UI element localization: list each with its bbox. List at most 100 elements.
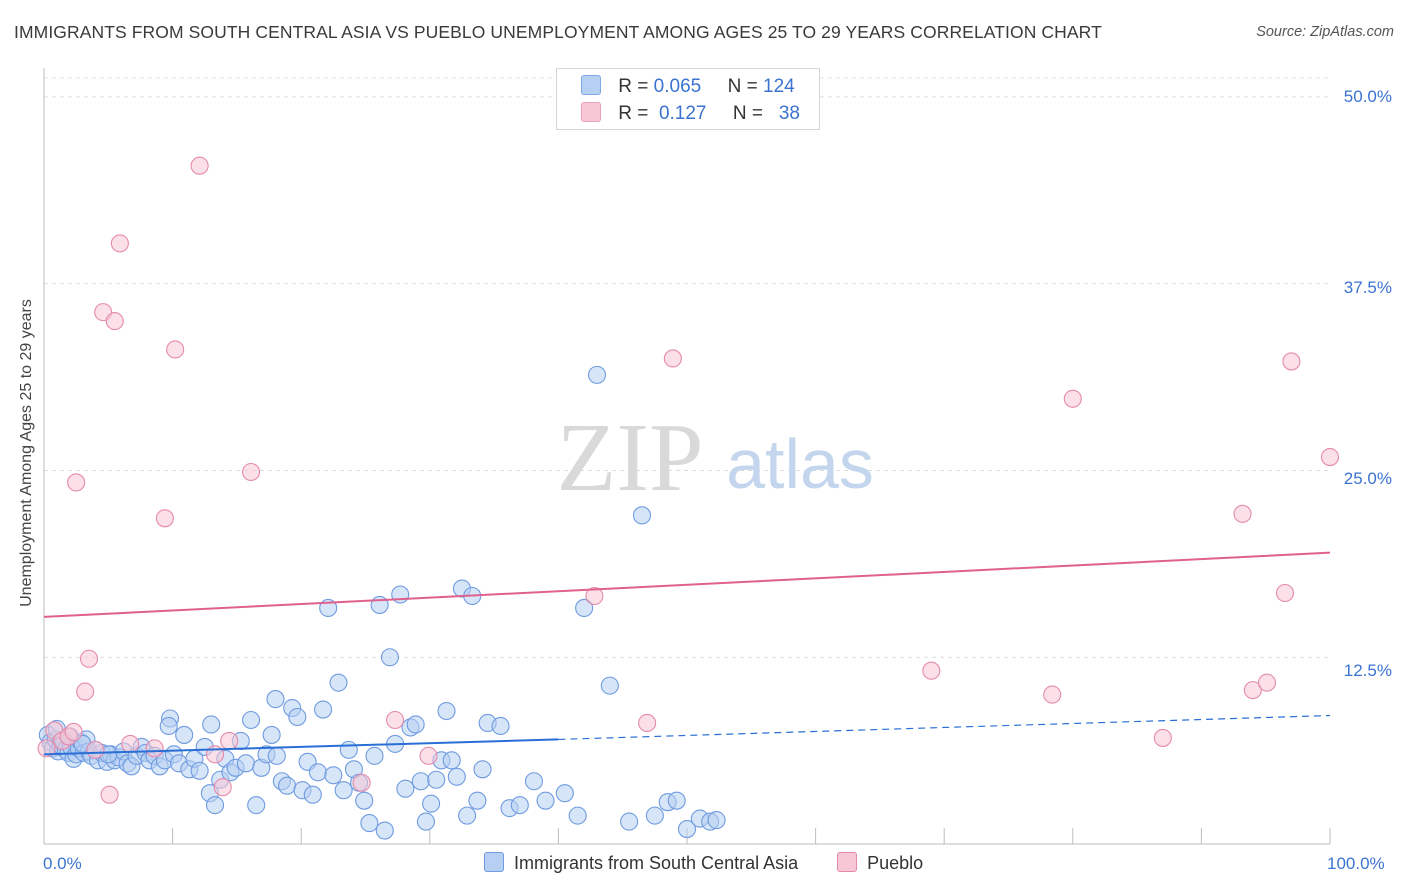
- data-point: [190, 761, 209, 780]
- data-point: [324, 766, 343, 785]
- watermark-zip: ZIP: [557, 404, 704, 512]
- legend-label: Pueblo: [867, 853, 924, 873]
- trend-lines: [43, 551, 1331, 756]
- data-point: [575, 598, 594, 617]
- data-point: [105, 312, 124, 331]
- data-point: [468, 791, 487, 810]
- data-point: [427, 770, 446, 789]
- data-point: [166, 340, 185, 359]
- data-point: [585, 586, 604, 606]
- data-point: [267, 746, 286, 765]
- y-tick-label: 12.5%: [1343, 661, 1392, 680]
- legend-swatch-blue: [484, 852, 504, 872]
- data-point: [355, 791, 374, 810]
- series-legend: Immigrants from South Central Asia Puebl…: [484, 852, 957, 874]
- legend-n-label: N =: [727, 76, 758, 97]
- data-point: [329, 673, 348, 692]
- data-point: [1063, 389, 1082, 408]
- watermark-atlas: atlas: [726, 425, 874, 503]
- trend-line-dashed: [558, 714, 1331, 741]
- data-point: [555, 784, 574, 803]
- data-point: [288, 707, 307, 727]
- data-point: [667, 791, 686, 810]
- data-point: [205, 796, 225, 815]
- data-point: [110, 234, 129, 253]
- data-point: [202, 715, 221, 734]
- data-point: [1153, 728, 1172, 747]
- data-point: [422, 794, 441, 813]
- legend-label: Immigrants from South Central Asia: [514, 853, 799, 873]
- legend-r-value: 0.065: [653, 76, 702, 97]
- data-point: [145, 739, 164, 758]
- data-point: [278, 776, 297, 795]
- legend-r-label: R =: [618, 103, 649, 124]
- legend-swatch-pink: [837, 852, 858, 872]
- trend-line-solid: [43, 551, 1331, 618]
- data-point: [64, 722, 83, 742]
- data-point: [473, 760, 492, 779]
- y-tick-label: 37.5%: [1343, 278, 1392, 297]
- data-point: [1282, 352, 1301, 371]
- data-point: [375, 821, 394, 840]
- correlation-legend: R = 0.065 N = 124 R = 0.127 N = 38: [556, 68, 820, 130]
- data-point: [365, 746, 384, 765]
- data-point: [190, 156, 209, 175]
- data-point: [236, 754, 255, 773]
- series-immigrants: [38, 365, 726, 840]
- data-point: [159, 716, 178, 736]
- data-point: [510, 796, 529, 815]
- data-point: [241, 462, 261, 482]
- data-point: [416, 812, 435, 831]
- legend-item-immigrants: Immigrants from South Central Asia: [484, 852, 798, 874]
- data-point: [380, 648, 399, 667]
- data-point: [1275, 583, 1295, 603]
- data-point: [241, 710, 261, 730]
- trend-line-solid: [43, 738, 559, 756]
- data-point: [247, 796, 266, 815]
- series-pueblo: [37, 156, 1340, 804]
- source-label: Source: ZipAtlas.com: [1256, 24, 1394, 40]
- grid-lines: [44, 77, 1330, 658]
- data-point: [437, 701, 456, 721]
- data-point: [303, 785, 322, 804]
- data-point: [1043, 685, 1062, 704]
- data-point: [121, 734, 140, 753]
- data-point: [419, 746, 438, 765]
- y-axis-label: Unemployment Among Ages 25 to 29 years: [18, 299, 35, 607]
- data-point: [79, 649, 99, 668]
- data-point: [100, 785, 119, 804]
- data-point: [360, 814, 379, 833]
- chart-title: IMMIGRANTS FROM SOUTH CENTRAL ASIA VS PU…: [14, 22, 1102, 42]
- data-point: [175, 725, 194, 744]
- data-point: [411, 772, 430, 791]
- data-point: [391, 585, 410, 604]
- data-point: [587, 365, 607, 384]
- legend-row-series-2: R = 0.127 N = 38: [581, 102, 800, 126]
- data-point: [334, 781, 353, 800]
- data-point: [620, 812, 639, 831]
- legend-item-pueblo: Pueblo: [837, 852, 923, 874]
- data-point: [491, 716, 510, 736]
- legend-n-value: 38: [778, 103, 800, 124]
- data-point: [314, 700, 333, 719]
- data-point: [663, 349, 682, 368]
- data-point: [386, 710, 405, 730]
- data-point: [1233, 504, 1252, 523]
- data-point: [406, 715, 425, 734]
- data-point: [568, 806, 587, 825]
- data-point: [266, 690, 285, 709]
- data-point: [220, 731, 239, 750]
- data-point: [447, 767, 466, 786]
- data-point: [1320, 448, 1340, 467]
- legend-row-series-1: R = 0.065 N = 124: [581, 75, 795, 99]
- data-point: [37, 739, 56, 758]
- data-point: [707, 811, 726, 830]
- legend-n-value: 124: [763, 76, 795, 97]
- x-tick-label-max: 100.0%: [1327, 854, 1385, 873]
- data-point: [645, 806, 664, 825]
- legend-r-label: R =: [618, 76, 649, 97]
- data-point: [155, 509, 174, 528]
- y-tick-label: 25.0%: [1343, 469, 1392, 488]
- legend-r-value: 0.127: [658, 103, 707, 124]
- data-point: [86, 740, 105, 759]
